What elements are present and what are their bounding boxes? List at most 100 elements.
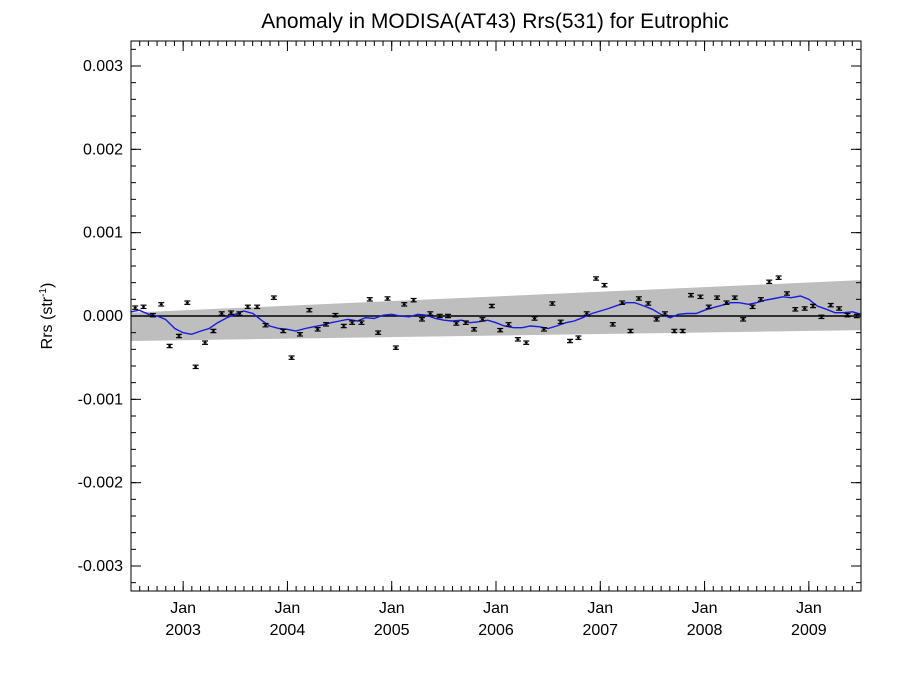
- data-point: [766, 279, 773, 285]
- y-axis-label-sup: -1: [38, 288, 49, 297]
- data-point: [497, 327, 504, 333]
- data-point: [166, 343, 173, 349]
- x-tick-label-month: Jan: [483, 600, 509, 617]
- data-point: [132, 305, 139, 310]
- data-point: [488, 303, 495, 309]
- data-point: [296, 332, 303, 337]
- data-point: [583, 311, 590, 316]
- data-point: [549, 301, 556, 306]
- data-point: [775, 275, 782, 280]
- data-point: [375, 330, 382, 335]
- data-point: [827, 302, 834, 308]
- data-point: [471, 327, 478, 332]
- data-point: [323, 322, 330, 327]
- data-point: [228, 310, 235, 315]
- data-point: [671, 328, 678, 334]
- data-point: [236, 311, 243, 316]
- data-point: [210, 328, 217, 334]
- data-point: [401, 302, 408, 307]
- data-point: [479, 317, 486, 322]
- y-tick-label: -0.002: [78, 475, 123, 492]
- data-point: [149, 312, 156, 318]
- data-point: [514, 337, 521, 342]
- data-point: [679, 328, 686, 334]
- data-point: [140, 304, 147, 310]
- data-point: [645, 301, 652, 306]
- data-point: [705, 304, 712, 310]
- data-point: [688, 292, 695, 298]
- x-tick-label-year: 2007: [582, 622, 618, 639]
- confidence-band: [131, 280, 861, 341]
- y-tick-label: -0.001: [78, 391, 123, 408]
- data-point: [445, 313, 452, 319]
- data-point: [810, 303, 817, 309]
- data-point: [540, 327, 547, 332]
- x-tick-label-year: 2005: [374, 622, 410, 639]
- y-axis-label: Rrs (str-1): [38, 283, 56, 350]
- data-point: [366, 297, 373, 302]
- data-point: [340, 323, 347, 329]
- data-point: [349, 320, 356, 325]
- trend-line-layer: [130, 295, 862, 336]
- data-point: [453, 321, 460, 326]
- data-point: [158, 302, 165, 307]
- x-tick-label-month: Jan: [170, 600, 196, 617]
- data-point: [697, 294, 704, 300]
- data-point: [844, 312, 851, 318]
- data-point: [818, 314, 825, 320]
- data-point: [661, 311, 668, 316]
- x-tick-label-month: Jan: [692, 600, 718, 617]
- y-tick-label: 0.001: [83, 225, 123, 242]
- data-point: [306, 307, 313, 313]
- data-point: [749, 304, 756, 310]
- x-axis: Jan 2003 Jan 2004 Jan 2005 Jan 2006 Jan 2007 Jan 20…: [139, 41, 853, 639]
- data-point: [557, 319, 564, 325]
- y-tick-label: 0.000: [83, 308, 123, 325]
- data-point: [836, 306, 843, 311]
- y-axis: 0.003 0.002 0.001 0.000 -0.001 -0.002 -0.003: [78, 48, 861, 584]
- data-point: [619, 300, 626, 305]
- data-point: [410, 297, 417, 303]
- y-axis-label-tail: ): [39, 283, 56, 288]
- data-point: [723, 300, 730, 305]
- x-tick-label-year: 2009: [791, 622, 827, 639]
- x-tick-label-year: 2003: [165, 622, 201, 639]
- data-point: [192, 364, 199, 370]
- data-point: [332, 312, 339, 318]
- data-point: [609, 322, 616, 327]
- x-tick-label-month: Jan: [275, 600, 301, 617]
- data-point: [418, 317, 425, 322]
- data-point: [262, 322, 269, 328]
- data-point: [740, 317, 747, 322]
- data-point: [523, 340, 530, 345]
- y-tick-label: -0.003: [78, 558, 123, 575]
- data-point: [757, 297, 764, 302]
- data-point: [792, 307, 799, 312]
- data-point: [531, 316, 538, 321]
- data-point: [392, 345, 399, 350]
- data-point: [288, 355, 295, 360]
- data-point: [384, 296, 391, 301]
- data-point: [218, 311, 225, 316]
- data-point: [731, 295, 738, 300]
- confidence-band-layer: [131, 280, 861, 341]
- data-point: [505, 322, 512, 327]
- data-point: [254, 304, 261, 310]
- data-points-layer: [132, 275, 860, 370]
- data-point: [202, 340, 209, 345]
- data-point: [436, 313, 443, 319]
- data-point: [280, 328, 287, 334]
- data-point: [314, 327, 321, 332]
- data-point: [635, 296, 642, 301]
- data-point: [184, 300, 191, 305]
- data-point: [627, 328, 634, 334]
- data-point: [358, 320, 365, 325]
- x-tick-label-month: Jan: [587, 600, 613, 617]
- data-point: [593, 276, 600, 281]
- trend-line: [130, 295, 862, 336]
- data-point: [270, 295, 277, 300]
- data-point: [244, 304, 251, 310]
- y-tick-label: 0.002: [83, 141, 123, 158]
- x-tick-label-month: Jan: [379, 600, 405, 617]
